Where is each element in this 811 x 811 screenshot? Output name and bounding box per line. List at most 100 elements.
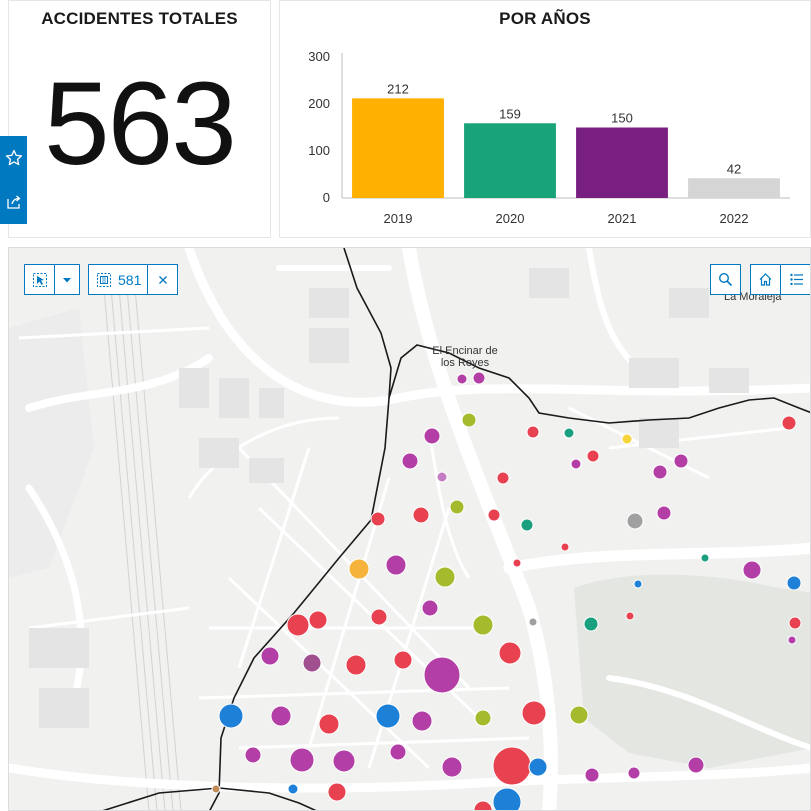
accident-point[interactable]: [512, 558, 522, 568]
accident-point[interactable]: [211, 784, 221, 794]
accident-point[interactable]: [423, 656, 461, 694]
accident-point[interactable]: [492, 746, 532, 786]
select-tool-dropdown[interactable]: [54, 264, 80, 295]
accident-point[interactable]: [560, 542, 570, 552]
accident-point[interactable]: [287, 783, 299, 795]
accident-point[interactable]: [656, 505, 672, 521]
accident-point[interactable]: [583, 616, 599, 632]
accident-point[interactable]: [375, 703, 401, 729]
accident-point[interactable]: [626, 512, 644, 530]
accident-point[interactable]: [318, 713, 340, 735]
accident-point[interactable]: [570, 458, 582, 470]
accident-point[interactable]: [370, 511, 386, 527]
bar: [576, 127, 668, 198]
accident-point[interactable]: [781, 415, 797, 431]
accident-point[interactable]: [411, 710, 433, 732]
accident-point[interactable]: [456, 373, 468, 385]
accident-point[interactable]: [633, 579, 643, 589]
y-tick-label: 200: [308, 96, 330, 111]
legend-list-icon: [789, 273, 803, 286]
accident-point[interactable]: [348, 558, 370, 580]
accident-point[interactable]: [787, 635, 797, 645]
accident-point[interactable]: [385, 554, 407, 576]
accident-point[interactable]: [521, 700, 547, 726]
map-label-encinar: El Encinar de los Reyes: [432, 345, 498, 369]
y-tick-label: 0: [323, 190, 330, 205]
search-button[interactable]: [710, 264, 741, 295]
accident-point[interactable]: [345, 654, 367, 676]
select-tool-button[interactable]: [24, 264, 55, 295]
accident-point[interactable]: [673, 453, 689, 469]
accident-point[interactable]: [473, 800, 493, 811]
accident-point[interactable]: [474, 709, 492, 727]
accident-point[interactable]: [586, 449, 600, 463]
accident-point[interactable]: [441, 756, 463, 778]
accidents-map[interactable]: El Encinar de los Reyes La Moraleja 581: [8, 247, 811, 811]
accident-point[interactable]: [563, 427, 575, 439]
map-canvas[interactable]: [9, 248, 811, 811]
accident-point[interactable]: [621, 433, 633, 445]
bar: [352, 98, 444, 198]
accident-point[interactable]: [569, 705, 589, 725]
accident-point[interactable]: [423, 427, 441, 445]
favorite-button[interactable]: [0, 138, 27, 178]
accident-point[interactable]: [308, 610, 328, 630]
accident-point[interactable]: [492, 787, 522, 811]
accident-point[interactable]: [788, 616, 802, 630]
legend-button[interactable]: [780, 264, 810, 295]
building-blocks: [29, 268, 749, 728]
accident-point[interactable]: [434, 566, 456, 588]
accident-point[interactable]: [412, 506, 430, 524]
accident-point[interactable]: [461, 412, 477, 428]
accident-point[interactable]: [520, 518, 534, 532]
selection-icon: [97, 272, 111, 287]
park-area: [574, 574, 810, 768]
accident-point[interactable]: [742, 560, 762, 580]
accident-point[interactable]: [627, 766, 641, 780]
district-boundary-south: [102, 787, 317, 810]
years-bar-chart: 0 100 200 300 212 2019 159 2020 150 2021 42 2022: [308, 49, 790, 226]
accident-point[interactable]: [327, 782, 347, 802]
accident-point[interactable]: [528, 757, 548, 777]
accident-point[interactable]: [528, 617, 538, 627]
accident-point[interactable]: [652, 464, 668, 480]
accident-point[interactable]: [436, 471, 448, 483]
accident-point[interactable]: [370, 608, 388, 626]
y-tick-label: 100: [308, 143, 330, 158]
accident-point[interactable]: [496, 471, 510, 485]
accident-point[interactable]: [687, 756, 705, 774]
accident-point[interactable]: [401, 452, 419, 470]
accident-point[interactable]: [244, 746, 262, 764]
accident-point[interactable]: [625, 611, 635, 621]
accident-point[interactable]: [332, 749, 356, 773]
accident-point[interactable]: [472, 371, 486, 385]
district-boundary-north: [388, 344, 810, 424]
accident-point[interactable]: [472, 614, 494, 636]
selection-count-chip[interactable]: 581: [88, 264, 148, 295]
accident-point[interactable]: [786, 575, 802, 591]
home-button[interactable]: [750, 264, 781, 295]
accident-point[interactable]: [487, 508, 501, 522]
accident-point[interactable]: [289, 747, 315, 773]
clear-selection-button[interactable]: [147, 264, 178, 295]
accident-point[interactable]: [270, 705, 292, 727]
accident-point[interactable]: [286, 613, 310, 637]
accident-point[interactable]: [421, 599, 439, 617]
side-action-bar: [0, 136, 27, 224]
accident-point[interactable]: [449, 499, 465, 515]
search-icon: [718, 272, 733, 287]
accident-point[interactable]: [700, 553, 710, 563]
star-icon: [5, 149, 22, 166]
accident-point[interactable]: [526, 425, 540, 439]
accident-point[interactable]: [302, 653, 322, 673]
bar-value-label: 159: [499, 106, 521, 121]
accident-point[interactable]: [584, 767, 600, 783]
rail-lines: [103, 287, 182, 810]
share-button[interactable]: [0, 182, 27, 222]
accident-point[interactable]: [389, 743, 407, 761]
home-icon: [759, 273, 772, 286]
accident-point[interactable]: [260, 646, 280, 666]
accident-point[interactable]: [498, 641, 522, 665]
accident-point[interactable]: [393, 650, 413, 670]
accident-point[interactable]: [218, 703, 244, 729]
